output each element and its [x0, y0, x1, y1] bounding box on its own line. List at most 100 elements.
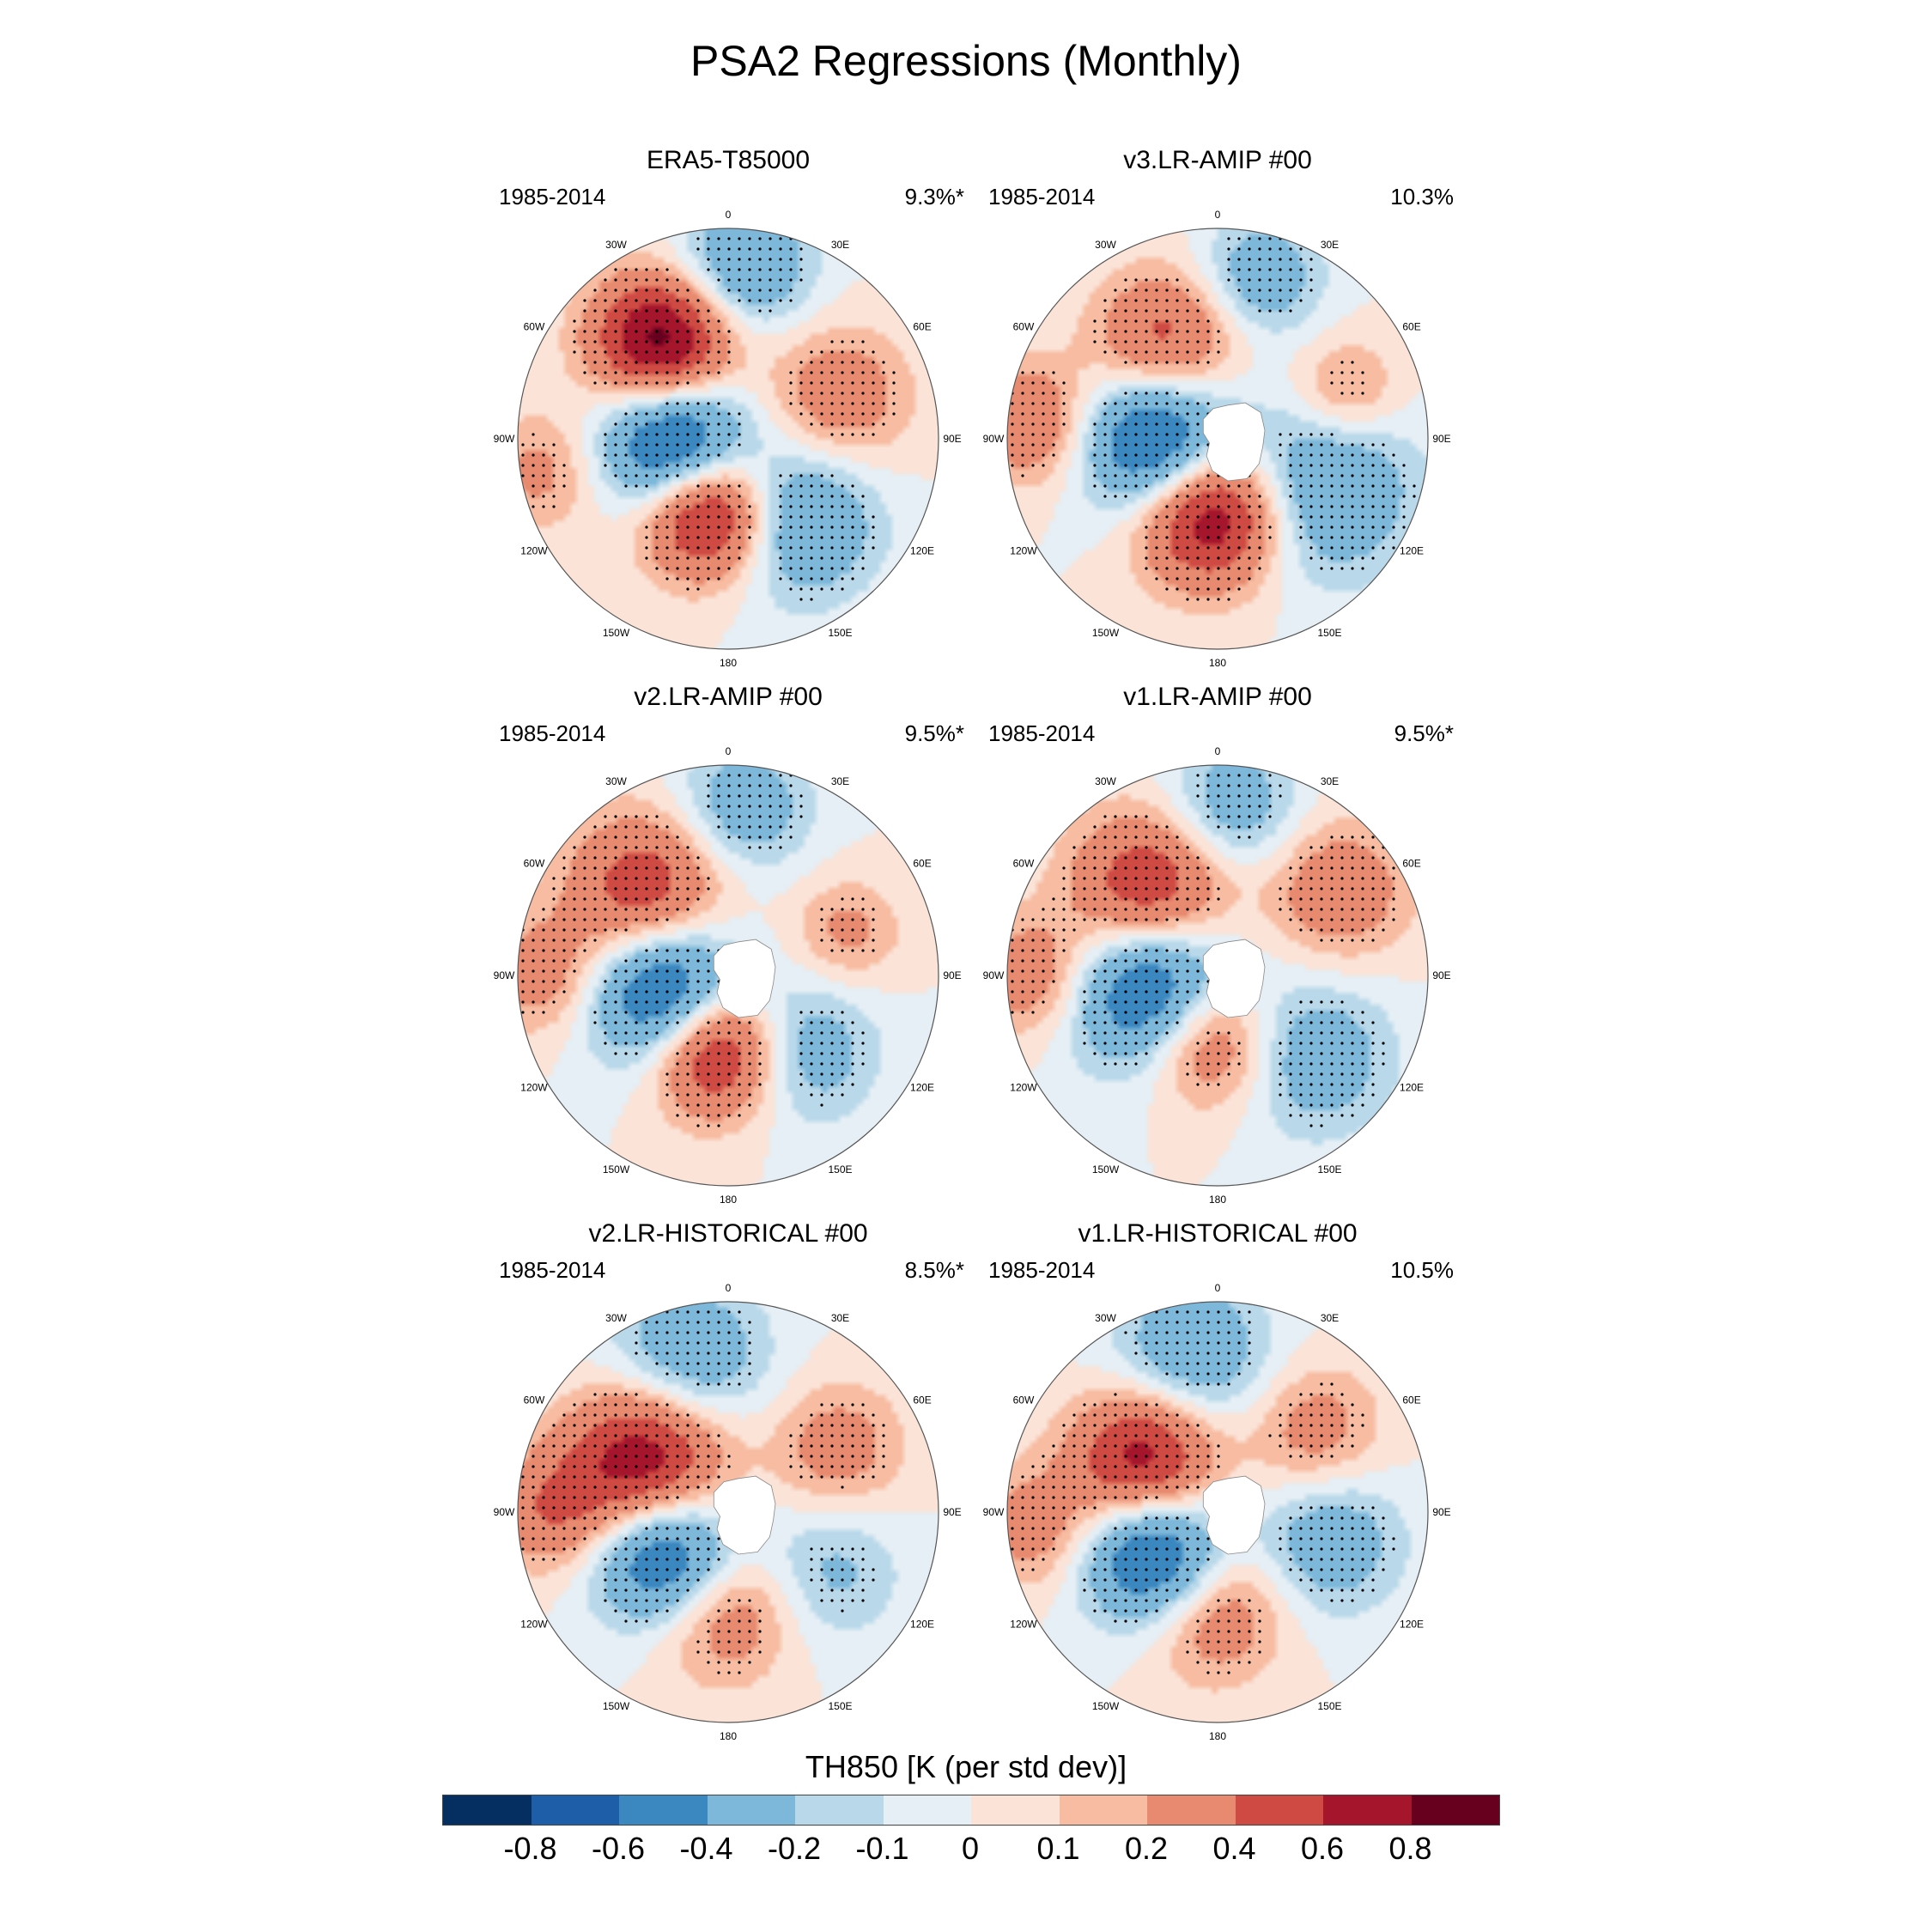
- significance-dot: [696, 1052, 700, 1055]
- significance-dot: [799, 536, 803, 539]
- significance-dot: [1330, 433, 1334, 436]
- significance-dot: [665, 897, 669, 901]
- significance-dot: [779, 237, 782, 240]
- significance-dot: [655, 268, 659, 271]
- significance-dot: [1093, 340, 1097, 343]
- significance-dot: [707, 1331, 710, 1334]
- longitude-label: 60E: [1402, 321, 1420, 333]
- significance-dot: [696, 495, 700, 498]
- significance-dot: [614, 1589, 617, 1592]
- significance-dot: [1320, 567, 1323, 570]
- significance-dot: [1258, 546, 1261, 550]
- significance-dot: [717, 1083, 720, 1086]
- significance-dot: [676, 495, 679, 498]
- significance-dot: [1289, 1011, 1292, 1014]
- significance-dot: [1320, 1424, 1323, 1427]
- significance-dot: [604, 1558, 607, 1561]
- significance-dot: [851, 1599, 854, 1602]
- significance-dot: [830, 340, 834, 343]
- significance-dot: [1052, 1465, 1055, 1468]
- significance-dot: [1103, 422, 1107, 426]
- significance-dot: [583, 1537, 586, 1540]
- significance-dot: [1196, 1547, 1200, 1551]
- significance-dot: [727, 361, 731, 364]
- significance-dot: [1289, 1434, 1292, 1437]
- significance-dot: [830, 556, 834, 560]
- significance-dot: [861, 1589, 865, 1592]
- significance-dot: [872, 1444, 875, 1448]
- significance-dot: [820, 1465, 823, 1468]
- significance-dot: [1052, 371, 1055, 374]
- significance-dot: [1124, 1558, 1127, 1561]
- significance-dot: [810, 484, 813, 488]
- significance-dot: [841, 1547, 844, 1551]
- significance-dot: [1279, 258, 1282, 261]
- significance-dot: [1114, 319, 1117, 323]
- significance-dot: [614, 1516, 617, 1520]
- significance-dot: [1134, 1021, 1138, 1024]
- significance-dot: [1031, 1011, 1035, 1014]
- significance-dot: [707, 1619, 710, 1623]
- significance-dot: [1114, 1031, 1117, 1035]
- significance-dot: [1052, 1516, 1055, 1520]
- significance-dot: [1320, 908, 1323, 911]
- significance-dot: [1176, 392, 1179, 395]
- significance-dot: [1330, 474, 1334, 477]
- significance-dot: [727, 484, 731, 488]
- longitude-label: 120E: [1400, 1082, 1424, 1094]
- significance-dot: [1340, 484, 1344, 488]
- significance-dot: [635, 1589, 638, 1592]
- significance-dot: [820, 1424, 823, 1427]
- significance-dot: [676, 1578, 679, 1582]
- significance-dot: [1351, 1072, 1354, 1076]
- significance-dot: [1351, 546, 1354, 550]
- significance-dot: [717, 1434, 720, 1437]
- significance-dot: [573, 959, 576, 963]
- significance-dot: [1351, 1444, 1354, 1448]
- significance-dot: [1217, 1083, 1220, 1086]
- significance-dot: [810, 1072, 813, 1076]
- significance-dot: [1145, 556, 1148, 560]
- significance-dot: [707, 1352, 710, 1355]
- significance-dot: [707, 556, 710, 560]
- significance-dot: [1011, 1527, 1014, 1530]
- significance-dot: [1114, 1444, 1117, 1448]
- significance-dot: [532, 980, 535, 983]
- significance-dot: [1227, 1372, 1230, 1376]
- significance-dot: [614, 1455, 617, 1458]
- significance-dot: [1351, 846, 1354, 849]
- significance-dot: [1176, 1455, 1179, 1458]
- significance-dot: [573, 1496, 576, 1499]
- significance-dot: [1114, 309, 1117, 313]
- significance-dot: [552, 939, 556, 942]
- significance-dot: [655, 546, 659, 550]
- significance-dot: [1361, 464, 1364, 467]
- significance-dot: [1299, 918, 1303, 921]
- significance-dot: [583, 918, 586, 921]
- significance-dot: [1021, 371, 1024, 374]
- significance-dot: [727, 422, 731, 426]
- significance-dot: [655, 453, 659, 457]
- significance-dot: [1155, 1042, 1158, 1045]
- significance-dot: [686, 495, 690, 498]
- significance-dot: [707, 453, 710, 457]
- significance-dot: [1103, 1424, 1107, 1427]
- significance-dot: [1124, 908, 1127, 911]
- significance-dot: [676, 371, 679, 374]
- significance-dot: [655, 1537, 659, 1540]
- significance-dot: [614, 1578, 617, 1582]
- significance-dot: [1145, 825, 1148, 829]
- colorbar-box: [795, 1795, 884, 1825]
- significance-dot: [707, 1103, 710, 1107]
- significance-dot: [1361, 918, 1364, 921]
- significance-dot: [1145, 980, 1148, 983]
- significance-dot: [1351, 887, 1354, 890]
- significance-dot: [1320, 1083, 1323, 1086]
- significance-dot: [655, 1485, 659, 1489]
- significance-dot: [665, 856, 669, 860]
- significance-dot: [789, 587, 793, 591]
- significance-dot: [1186, 340, 1189, 343]
- significance-dot: [1206, 1331, 1210, 1334]
- significance-dot: [717, 237, 720, 240]
